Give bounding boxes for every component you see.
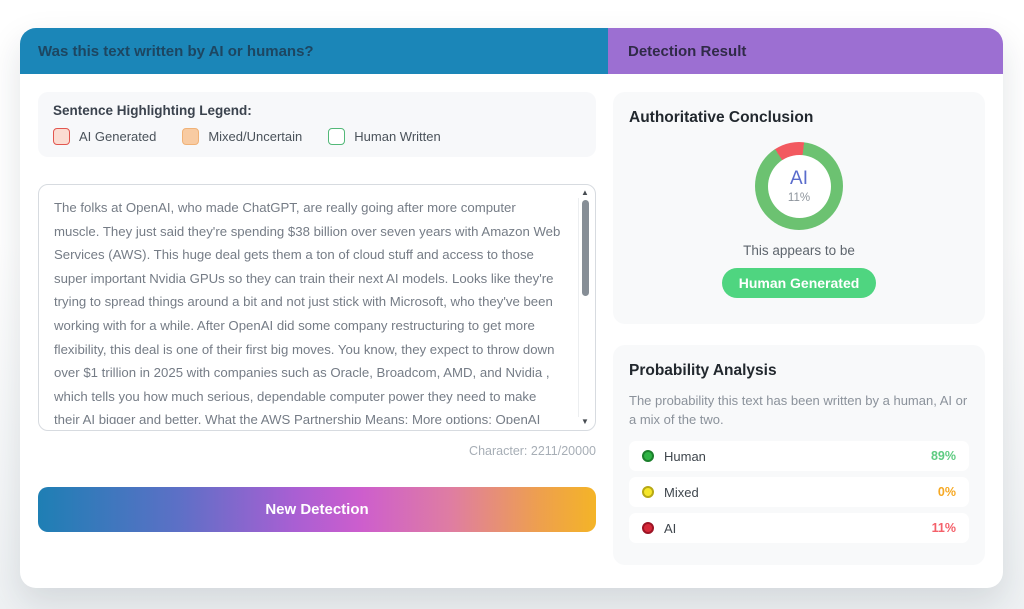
textarea-scrollbar[interactable]: ▲ ▼ (578, 188, 592, 427)
ai-percentage-donut-chart: AI 11% (755, 142, 843, 230)
probability-row-human: Human 89% (629, 441, 969, 471)
right-header-title: Detection Result (628, 42, 747, 60)
donut-center-label: AI (790, 167, 808, 189)
input-column: Sentence Highlighting Legend: AI Generat… (38, 92, 596, 532)
row-value: 0% (937, 485, 956, 499)
ai-dot-icon (642, 522, 654, 534)
legend-item-ai-generated: AI Generated (53, 128, 156, 145)
mixed-uncertain-swatch (182, 128, 200, 145)
mixed-dot-icon (642, 486, 654, 498)
scroll-up-icon[interactable]: ▲ (581, 188, 589, 197)
right-panel-header: Detection Result (608, 28, 1003, 74)
appears-to-be-text: This appears to be (743, 243, 855, 258)
legend-label: AI Generated (79, 129, 157, 144)
authoritative-conclusion-title: Authoritative Conclusion (629, 109, 814, 126)
probability-row-mixed: Mixed 0% (629, 477, 969, 507)
legend-label: Mixed/Uncertain (208, 129, 303, 144)
header-row: Was this text written by AI or humans? D… (20, 28, 1003, 74)
donut-center-value: 11% (787, 191, 811, 204)
new-detection-button[interactable]: New Detection (38, 487, 596, 532)
human-written-swatch (328, 128, 346, 145)
main-card: Was this text written by AI or humans? D… (20, 28, 1003, 588)
authoritative-conclusion-panel: Authoritative Conclusion AI 11% This app… (613, 92, 985, 324)
scroll-down-icon[interactable]: ▼ (581, 417, 589, 426)
legend-label: Human Written (354, 129, 441, 144)
human-dot-icon (642, 450, 654, 462)
scrollbar-thumb[interactable] (582, 200, 589, 296)
probability-analysis-title: Probability Analysis (629, 362, 777, 379)
human-generated-badge: Human Generated (721, 268, 877, 298)
donut-center: AI 11% (767, 154, 831, 218)
probability-analysis-description: The probability this text has been writt… (629, 393, 968, 427)
left-header-title: Was this text written by AI or humans? (38, 42, 314, 60)
text-input-area[interactable]: The folks at OpenAI, who made ChatGPT, a… (38, 184, 596, 431)
row-value: 89% (930, 449, 956, 463)
legend-item-human-written: Human Written (328, 128, 441, 145)
result-column: Authoritative Conclusion AI 11% This app… (613, 92, 985, 565)
legend-items: AI Generated Mixed/Uncertain Human Writt… (53, 128, 581, 145)
legend-title: Sentence Highlighting Legend: (53, 103, 252, 118)
character-counter: Character: 2211/20000 (469, 444, 596, 458)
left-panel-header: Was this text written by AI or humans? (20, 28, 608, 74)
sentence-highlighting-legend: Sentence Highlighting Legend: AI Generat… (38, 92, 596, 157)
probability-analysis-panel: Probability Analysis The probability thi… (613, 345, 985, 565)
analyzed-text[interactable]: The folks at OpenAI, who made ChatGPT, a… (54, 200, 561, 424)
probability-row-ai: AI 11% (629, 513, 969, 543)
ai-generated-swatch (53, 128, 70, 145)
probability-rows: Human 89% Mixed 0% AI 11% (629, 441, 969, 543)
row-label: Human (664, 448, 706, 464)
row-label: Mixed (664, 484, 699, 500)
legend-item-mixed-uncertain: Mixed/Uncertain (182, 128, 302, 145)
scrollbar-track[interactable] (578, 198, 592, 417)
row-label: AI (664, 520, 677, 536)
row-value: 11% (931, 521, 956, 535)
badge-wrapper: Human Generated (629, 268, 969, 298)
